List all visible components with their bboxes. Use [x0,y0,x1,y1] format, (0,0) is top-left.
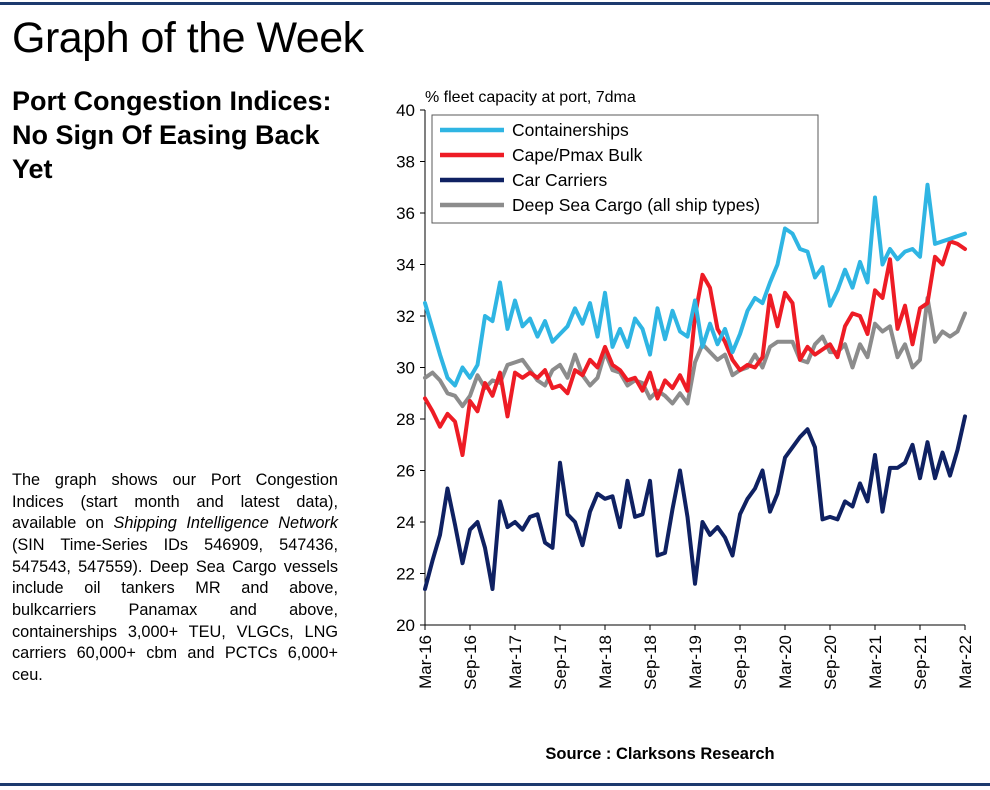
y-tick-label: 34 [396,256,415,275]
series-line-0 [423,182,967,388]
page-title: Graph of the Week [12,14,364,62]
y-tick-label: 20 [396,616,415,635]
y-tick-label: 24 [396,513,415,532]
article-heading: Port Congestion Indices: No Sign Of Easi… [12,86,332,185]
article-body-network: Shipping Intelligence Network [113,514,338,533]
x-tick-label: Sep-18 [641,635,660,690]
bottom-rule [0,783,990,786]
x-tick-label: Mar-22 [956,635,975,689]
y-tick-label: 40 [396,101,415,120]
x-tick-label: Sep-16 [461,635,480,690]
x-tick-label: Sep-17 [551,635,570,690]
y-axis: 20 22 24 26 28 30 32 34 36 38 40 [396,101,426,635]
y-tick-label: 30 [396,359,415,378]
x-tick-label: Mar-18 [596,635,615,689]
legend: Containerships Cape/Pmax Bulk Car Carriers… [431,114,819,224]
series-layer [423,182,967,591]
series-line-1 [423,239,967,457]
article-body: The graph shows our Port Congestion Indi… [12,470,338,687]
y-tick-label: 36 [396,204,415,223]
legend-label: Containerships [512,120,629,140]
legend-label: Deep Sea Cargo (all ship types) [512,195,760,215]
x-tick-label: Mar-17 [506,635,525,689]
y-tick-label: 32 [396,307,415,326]
x-tick-label: Mar-21 [866,635,885,689]
top-rule [0,2,990,5]
y-tick-label: 26 [396,462,415,481]
legend-label: Cape/Pmax Bulk [512,145,643,165]
article-body-part2: (SIN Time-Series IDs 546909, 547436, 547… [12,536,338,685]
source-note: Source : Clarksons Research [545,745,774,763]
y-tick-label: 28 [396,410,415,429]
x-tick-label: Mar-16 [416,635,435,689]
y-axis-label: % fleet capacity at port, 7dma [425,89,636,106]
x-tick-label: Sep-21 [911,635,930,690]
port-congestion-chart: % fleet capacity at port, 7dma 202224262… [396,89,975,763]
series-line-3 [423,296,967,409]
x-tick-label: Sep-19 [731,635,750,690]
y-tick-label: 22 [396,565,415,584]
x-tick-label: Mar-19 [686,635,705,689]
x-tick-label: Sep-20 [821,635,840,690]
x-axis: Mar-16 Sep-16 Mar-17 Sep-17 Mar-18 Sep-18 Mar-… [416,624,975,690]
y-tick-label: 38 [396,153,415,172]
x-tick-label: Mar-20 [776,635,795,689]
series-line-2 [423,414,967,591]
legend-label: Car Carriers [512,170,608,190]
article-body-part1: The graph shows our Port Congestion Indi… [12,471,338,533]
